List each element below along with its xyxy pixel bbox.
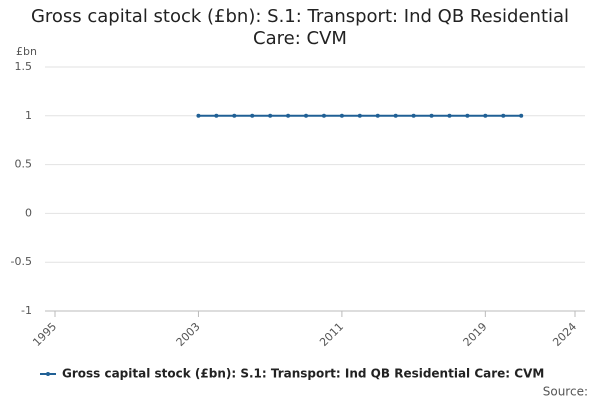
x-tick-label: 2024 xyxy=(550,320,579,349)
data-point xyxy=(519,113,524,118)
y-tick-label: 1 xyxy=(25,109,32,122)
legend-label: Gross capital stock (£bn): S.1: Transpor… xyxy=(62,367,544,381)
chart-title: Gross capital stock (£bn): S.1: Transpor… xyxy=(30,6,570,49)
y-unit-label: £bn xyxy=(16,45,37,58)
legend-marker xyxy=(46,372,50,376)
data-point xyxy=(447,113,452,118)
data-point xyxy=(214,113,219,118)
data-point xyxy=(429,113,434,118)
data-point xyxy=(250,113,255,118)
data-point xyxy=(268,113,273,118)
data-point xyxy=(196,113,201,118)
data-point xyxy=(286,113,291,118)
x-tick-label: 2011 xyxy=(317,320,346,349)
data-point xyxy=(375,113,380,118)
x-tick-label: 2003 xyxy=(174,320,203,349)
y-tick-label: 0.5 xyxy=(15,158,33,171)
data-point xyxy=(232,113,237,118)
x-tick-label: 1995 xyxy=(30,320,59,349)
data-point xyxy=(483,113,488,118)
data-point xyxy=(304,113,309,118)
data-point xyxy=(357,113,362,118)
data-point xyxy=(501,113,506,118)
x-tick-label: 2019 xyxy=(461,320,490,349)
y-tick-label: 0 xyxy=(25,206,32,219)
data-point xyxy=(393,113,398,118)
y-tick-label: -1 xyxy=(21,304,32,317)
data-point xyxy=(411,113,416,118)
data-point xyxy=(339,113,344,118)
y-tick-label: -0.5 xyxy=(11,255,32,268)
source-label: Source: xyxy=(543,385,588,399)
data-point xyxy=(321,113,326,118)
data-point xyxy=(465,113,470,118)
y-tick-label: 1.5 xyxy=(15,60,33,73)
